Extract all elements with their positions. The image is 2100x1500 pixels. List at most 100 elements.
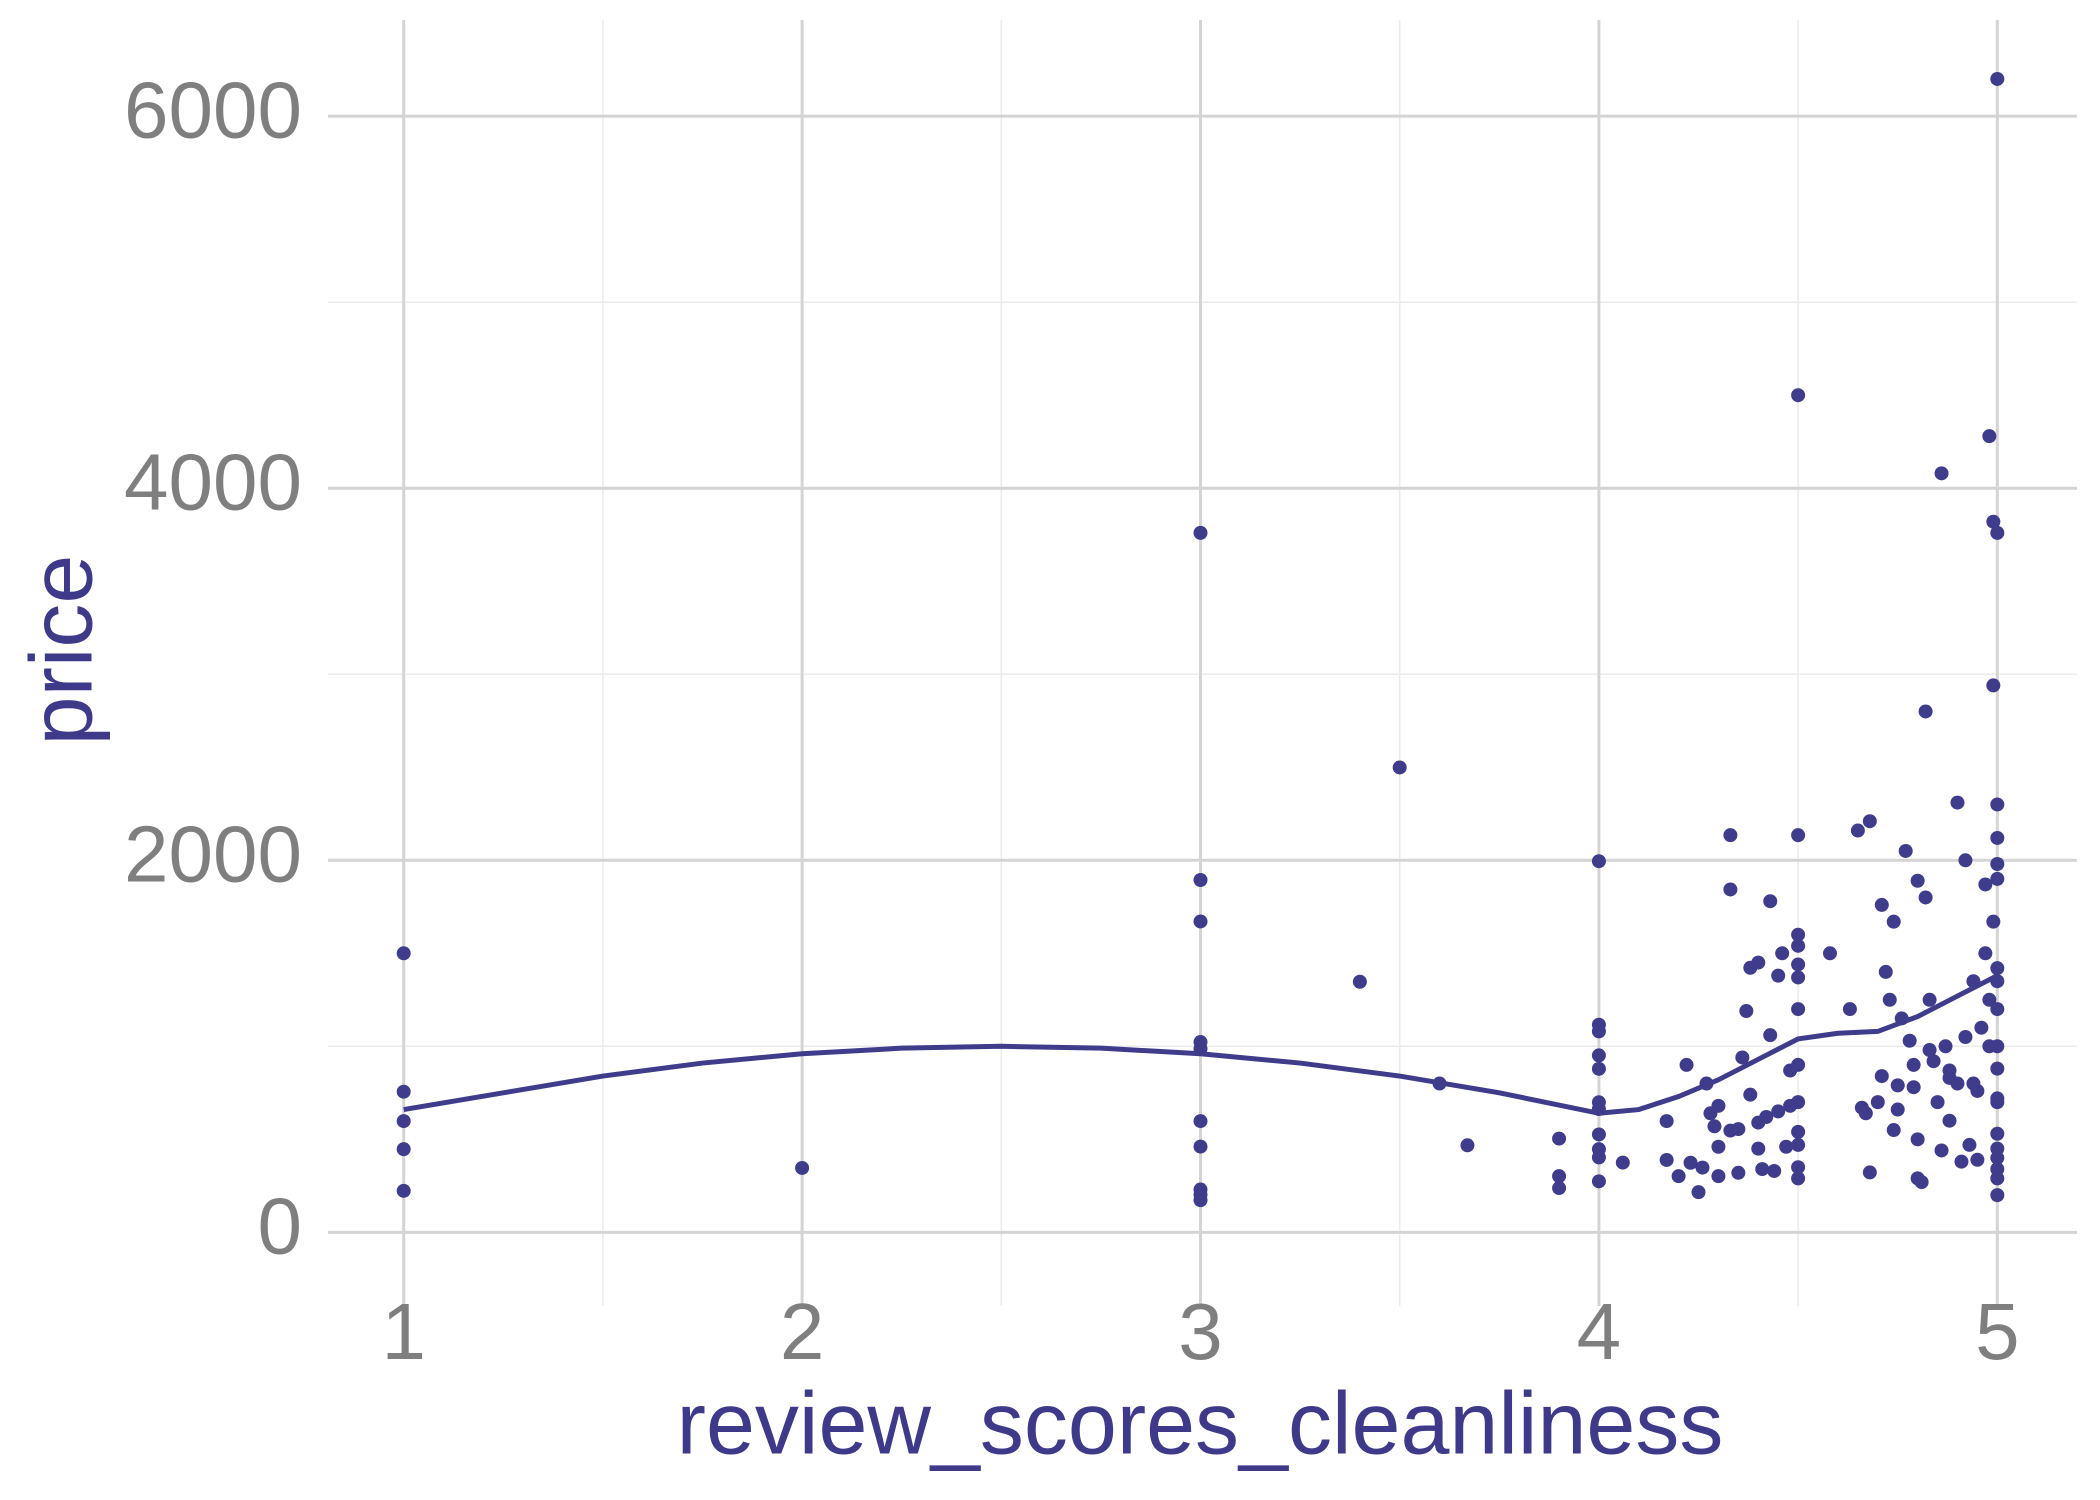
point xyxy=(1591,854,1606,869)
point xyxy=(1970,1083,1985,1098)
point xyxy=(1974,1020,1989,1035)
point xyxy=(1791,388,1806,403)
point xyxy=(1731,1122,1746,1137)
point xyxy=(1986,678,2001,693)
point xyxy=(1914,1175,1929,1190)
point xyxy=(1791,1124,1806,1139)
point xyxy=(1193,1193,1208,1208)
point xyxy=(1779,1139,1794,1154)
point xyxy=(1771,1104,1786,1119)
point xyxy=(1352,974,1367,989)
point xyxy=(1926,1054,1941,1069)
point xyxy=(1731,1165,1746,1180)
point xyxy=(1763,894,1778,909)
point xyxy=(1858,1106,1873,1121)
point xyxy=(1683,1155,1698,1170)
point xyxy=(1739,1003,1754,1018)
point xyxy=(1966,974,1981,989)
point xyxy=(1711,1169,1726,1184)
point xyxy=(1775,946,1790,961)
point xyxy=(1850,823,1865,838)
point xyxy=(1791,1160,1806,1175)
point xyxy=(1990,1150,2005,1165)
point xyxy=(1982,429,1997,444)
point xyxy=(1890,1102,1905,1117)
point xyxy=(1918,704,1933,719)
smooth-line xyxy=(403,973,1999,1116)
point xyxy=(1460,1138,1475,1153)
point xyxy=(1894,1011,1909,1026)
point xyxy=(1791,938,1806,953)
point xyxy=(1743,1087,1758,1102)
point xyxy=(1659,1152,1674,1167)
point xyxy=(1791,1057,1806,1072)
point xyxy=(1695,1160,1710,1175)
x-tick-label: 4 xyxy=(1577,1287,1622,1376)
point xyxy=(1982,992,1997,1007)
point xyxy=(1906,1057,1921,1072)
point xyxy=(1432,1076,1447,1091)
point xyxy=(1791,1137,1806,1152)
point xyxy=(1679,1057,1694,1072)
point xyxy=(1990,525,2005,540)
point xyxy=(1552,1169,1567,1184)
point xyxy=(1671,1169,1686,1184)
point xyxy=(1990,830,2005,845)
point xyxy=(1193,872,1208,887)
point xyxy=(1751,955,1766,970)
point xyxy=(1990,1171,2005,1186)
point xyxy=(1862,814,1877,829)
point xyxy=(1990,871,2005,886)
point xyxy=(1874,1069,1889,1084)
point xyxy=(1615,1155,1630,1170)
point xyxy=(1711,1098,1726,1113)
point xyxy=(1886,1123,1901,1138)
point xyxy=(1591,1061,1606,1076)
point xyxy=(1591,1024,1606,1039)
point xyxy=(1954,1154,1969,1169)
point xyxy=(1950,795,1965,810)
point xyxy=(1906,1080,1921,1095)
point xyxy=(1763,1028,1778,1043)
point xyxy=(1723,828,1738,843)
point xyxy=(1791,970,1806,985)
point xyxy=(1878,964,1893,979)
point xyxy=(1874,897,1889,912)
point xyxy=(1723,882,1738,897)
point xyxy=(1711,1139,1726,1154)
point xyxy=(1990,1002,2005,1017)
point xyxy=(1934,466,1949,481)
point xyxy=(1193,1114,1208,1129)
point xyxy=(1942,1113,1957,1128)
point xyxy=(1791,957,1806,972)
point xyxy=(1990,797,2005,812)
x-tick-label: 2 xyxy=(780,1287,825,1376)
point xyxy=(1699,1076,1714,1091)
point xyxy=(1659,1114,1674,1129)
point xyxy=(1193,525,1208,540)
point xyxy=(1392,760,1407,775)
point xyxy=(1791,828,1806,843)
point xyxy=(1986,914,2001,929)
point xyxy=(1990,1095,2005,1110)
point xyxy=(1990,857,2005,872)
point xyxy=(1771,968,1786,983)
point xyxy=(1930,1095,1945,1110)
point xyxy=(1707,1119,1722,1134)
point xyxy=(396,1084,411,1099)
point xyxy=(1898,843,1913,858)
point xyxy=(1990,1061,2005,1076)
point xyxy=(1791,927,1806,942)
point xyxy=(1910,873,1925,888)
point xyxy=(1886,914,1901,929)
point xyxy=(1552,1181,1567,1196)
point xyxy=(1759,1109,1774,1124)
point xyxy=(1978,946,1993,961)
y-tick-label: 0 xyxy=(258,1181,303,1270)
y-tick-label: 6000 xyxy=(124,65,302,154)
point xyxy=(1735,1050,1750,1065)
point xyxy=(396,1114,411,1129)
point xyxy=(1591,1127,1606,1142)
point xyxy=(1970,1152,1985,1167)
